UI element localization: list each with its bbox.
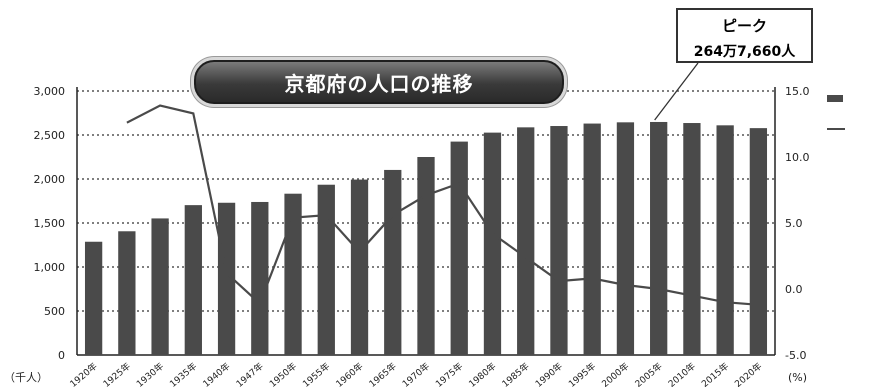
bar [384,169,402,355]
x-tick-label: 1940年 [200,360,232,387]
x-tick-label: 1935年 [167,360,199,387]
peak-callout: ピーク 264万7,660人 [676,8,813,63]
bar [317,184,335,355]
x-tick-label: 2000年 [599,360,631,387]
y-right-tick-label: 0.0 [785,283,803,296]
y-right-tick-label: 5.0 [785,217,803,230]
x-tick-label: 1925年 [101,360,133,387]
y-right-tick-label: -5.0 [785,349,806,362]
chart-title-text: 京都府の人口の推移 [284,71,474,96]
bar [650,121,668,355]
peak-callout-value: 264万7,660人 [693,44,796,60]
x-tick-label: 1980年 [466,360,498,387]
bar [184,205,202,355]
chart-title: 京都府の人口の推移 [194,60,564,104]
x-tick-label: 1950年 [267,360,299,387]
peak-callout-label: ピーク [721,17,767,35]
x-tick-label: 1947年 [234,360,266,387]
y-left-tick-label: 0 [58,349,65,362]
bar [284,193,302,355]
bar [550,126,568,355]
bar [616,122,635,355]
callout-pointer [654,62,699,121]
bar [151,218,169,355]
y-right-tick-label: 15.0 [785,85,810,98]
growth-rate-line [126,104,759,306]
bar [517,127,535,356]
x-tick-label: 1960年 [333,360,365,387]
x-tick-label: 2020年 [732,360,764,387]
y-left-unit-label: （千人） [4,371,48,384]
x-tick-label: 1970年 [400,360,432,387]
x-tick-label: 2005年 [632,360,664,387]
bar [583,123,601,355]
x-tick-label: 1975年 [433,360,465,387]
bar [217,202,236,355]
x-tick-label: 1955年 [300,360,332,387]
x-tick-label: 1995年 [566,360,598,387]
y-left-tick-label: 2,000 [34,173,66,186]
y-left-tick-label: 1,500 [34,217,66,230]
bar [84,241,103,355]
y-right-tick-label: 10.0 [785,151,810,164]
y-left-tick-label: 3,000 [34,85,66,98]
bar [683,123,701,355]
bar [251,201,269,355]
x-tick-label: 1930年 [134,360,166,387]
x-tick-label: 2015年 [699,360,731,387]
bar [417,157,435,355]
bar [350,179,369,355]
x-tick-label: 2010年 [666,360,698,387]
y-left-tick-label: 1,000 [34,261,66,274]
bar [749,128,768,355]
y-left-tick-label: 2,500 [34,129,66,142]
bar [483,132,502,355]
x-tick-label: 1920年 [67,360,99,387]
x-tick-label: 1990年 [533,360,565,387]
bar [450,141,468,355]
x-tick-label: 1985年 [499,360,531,387]
y-left-tick-label: 500 [44,305,65,318]
bar [118,231,136,355]
x-tick-label: 1965年 [367,360,399,387]
bar [716,125,734,355]
y-right-unit-label: (%) [788,371,807,384]
legend-bar-swatch [827,95,843,102]
